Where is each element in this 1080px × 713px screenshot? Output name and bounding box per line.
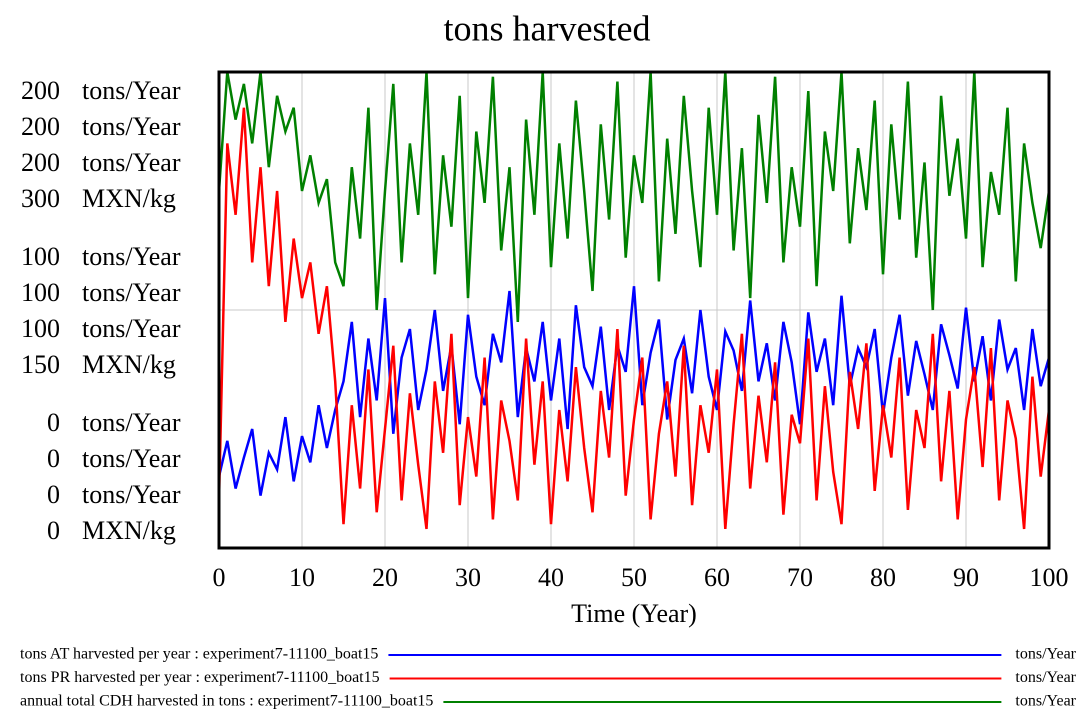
y-tick-label: 0: [47, 444, 60, 473]
y-axis-unit: tons/Year: [82, 112, 181, 141]
y-tick-label: 200: [21, 112, 60, 141]
y-axis-unit: MXN/kg: [82, 516, 176, 545]
y-tick-label: 100: [21, 314, 60, 343]
y-tick-label: 0: [47, 516, 60, 545]
x-tick-label: 10: [289, 563, 315, 592]
y-tick-label: 0: [47, 480, 60, 509]
x-tick-label: 80: [870, 563, 896, 592]
x-tick-label: 90: [953, 563, 979, 592]
legend-label: tons AT harvested per year : experiment7…: [20, 646, 378, 663]
y-axis-unit: tons/Year: [82, 278, 181, 307]
y-axis-unit: tons/Year: [82, 314, 181, 343]
y-axis-unit: MXN/kg: [82, 350, 176, 379]
chart-title: tons harvested: [444, 8, 651, 48]
x-tick-label: 0: [213, 563, 226, 592]
x-tick-label: 40: [538, 563, 564, 592]
series-line: [219, 286, 1049, 496]
y-axis-unit: tons/Year: [82, 76, 181, 105]
y-tick-label: 0: [47, 408, 60, 437]
legend-unit: tons/Year: [1015, 646, 1076, 663]
series-line: [219, 72, 1049, 322]
legend-unit: tons/Year: [1015, 693, 1076, 710]
x-tick-label: 70: [787, 563, 813, 592]
legend-label: annual total CDH harvested in tons : exp…: [20, 693, 433, 710]
y-tick-label: 200: [21, 148, 60, 177]
x-tick-label: 30: [455, 563, 481, 592]
x-tick-label: 50: [621, 563, 647, 592]
x-tick-label: 60: [704, 563, 730, 592]
y-axis-unit: MXN/kg: [82, 184, 176, 213]
y-axis-unit: tons/Year: [82, 242, 181, 271]
legend-unit: tons/Year: [1015, 669, 1076, 686]
y-tick-label: 150: [21, 350, 60, 379]
y-axis-unit: tons/Year: [82, 148, 181, 177]
y-axis-unit: tons/Year: [82, 408, 181, 437]
x-tick-label: 20: [372, 563, 398, 592]
y-tick-label: 100: [21, 242, 60, 271]
y-tick-label: 300: [21, 184, 60, 213]
x-axis-label: Time (Year): [571, 599, 697, 628]
legend-label: tons PR harvested per year : experiment7…: [20, 669, 380, 686]
series-line: [219, 107, 1049, 530]
y-axis-unit: tons/Year: [82, 444, 181, 473]
plot-frame: [217, 70, 1051, 550]
y-tick-label: 100: [21, 278, 60, 307]
y-axis-unit: tons/Year: [82, 480, 181, 509]
x-tick-label: 100: [1030, 563, 1069, 592]
y-tick-label: 200: [21, 76, 60, 105]
